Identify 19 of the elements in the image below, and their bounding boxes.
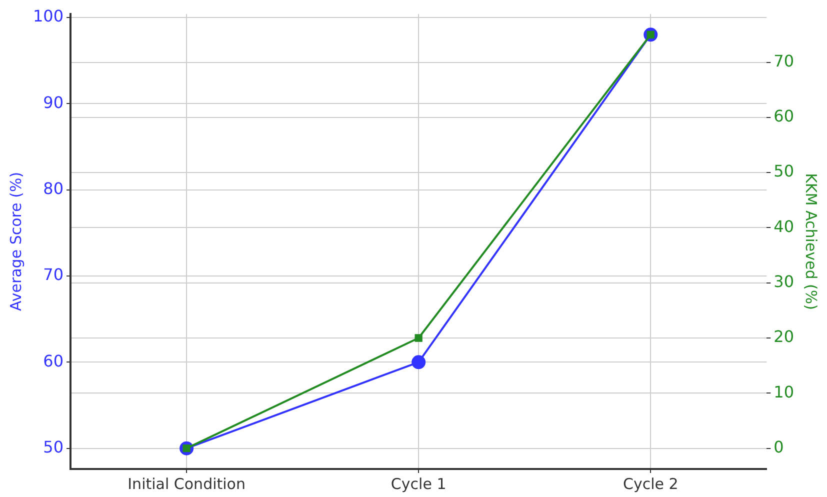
x-tick-label: Cycle 1 — [390, 474, 446, 493]
y2-tick-label: 70 — [774, 51, 794, 70]
y2-tick-label: 0 — [774, 437, 784, 456]
y2-axis-title: KKM Achieved (%) — [802, 173, 820, 310]
y-tick-label: 90 — [43, 92, 64, 112]
y2-tick-label: 40 — [774, 216, 794, 236]
y-tick-label: 80 — [43, 178, 64, 198]
y2-tick-label: 60 — [774, 106, 794, 126]
y-tick-label: 50 — [43, 437, 64, 456]
y-tick-label: 100 — [32, 6, 64, 26]
y-axis-title: Average Score (%) — [6, 172, 25, 312]
y2-tick-label: 20 — [774, 327, 794, 346]
y-tick-label: 70 — [43, 265, 64, 284]
y-tick-label: 60 — [43, 351, 64, 370]
x-tick-label: Initial Condition — [128, 474, 246, 493]
y2-tick-label: 50 — [774, 162, 794, 181]
y2-tick-label: 30 — [774, 272, 794, 292]
y2-tick-label: 10 — [774, 382, 794, 402]
x-tick-label: Cycle 2 — [622, 474, 678, 493]
